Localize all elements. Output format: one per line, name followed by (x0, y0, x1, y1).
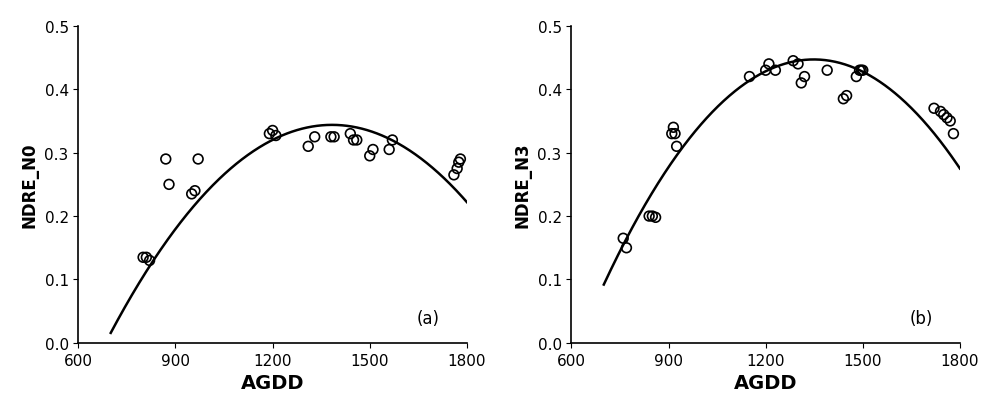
Point (190, 156, 206, 163)
Point (135, 254, 151, 261)
Point (853, 68, 869, 74)
Point (451, 159, 467, 166)
Point (158, 156, 174, 163)
Point (384, 138, 400, 144)
Point (648, 214, 664, 221)
Point (852, 68, 868, 74)
Point (790, 62, 806, 68)
Point (342, 131, 358, 138)
Point (142, 258, 158, 264)
Point (848, 74, 864, 81)
Point (184, 191, 200, 198)
Text: (a): (a) (417, 309, 440, 327)
Point (381, 147, 397, 153)
Point (667, 131, 683, 138)
Point (855, 68, 871, 74)
Point (644, 213, 660, 220)
Point (268, 133, 284, 140)
Point (449, 166, 465, 172)
Point (835, 96, 851, 103)
Y-axis label: NDRE_N0: NDRE_N0 (21, 142, 39, 228)
Point (300, 144, 316, 150)
Point (326, 134, 342, 141)
Point (349, 138, 365, 144)
Point (161, 182, 177, 188)
Point (365, 147, 381, 153)
X-axis label: AGDD: AGDD (241, 373, 304, 392)
Point (932, 109, 948, 116)
Point (615, 235, 631, 242)
Point (936, 112, 952, 119)
Point (939, 115, 955, 122)
Point (767, 68, 783, 74)
Point (346, 138, 362, 144)
Point (945, 131, 961, 138)
Point (819, 68, 835, 74)
Point (942, 119, 958, 125)
Point (618, 245, 634, 252)
Point (785, 58, 801, 65)
Point (261, 131, 277, 138)
Point (323, 134, 339, 141)
Point (446, 172, 462, 179)
Point (452, 156, 468, 163)
Point (758, 68, 774, 74)
Point (362, 153, 378, 160)
Point (797, 74, 813, 81)
Point (307, 134, 323, 141)
Point (641, 213, 657, 220)
Point (926, 106, 942, 112)
Point (839, 93, 855, 100)
X-axis label: AGDD: AGDD (734, 373, 797, 392)
Point (265, 128, 281, 135)
Point (761, 62, 777, 68)
Point (665, 125, 681, 131)
Text: (b): (b) (909, 309, 933, 327)
Point (741, 74, 757, 81)
Y-axis label: NDRE_N3: NDRE_N3 (514, 142, 532, 228)
Point (187, 188, 203, 195)
Point (664, 131, 680, 138)
Point (669, 144, 685, 150)
Point (138, 254, 154, 261)
Point (793, 81, 809, 87)
